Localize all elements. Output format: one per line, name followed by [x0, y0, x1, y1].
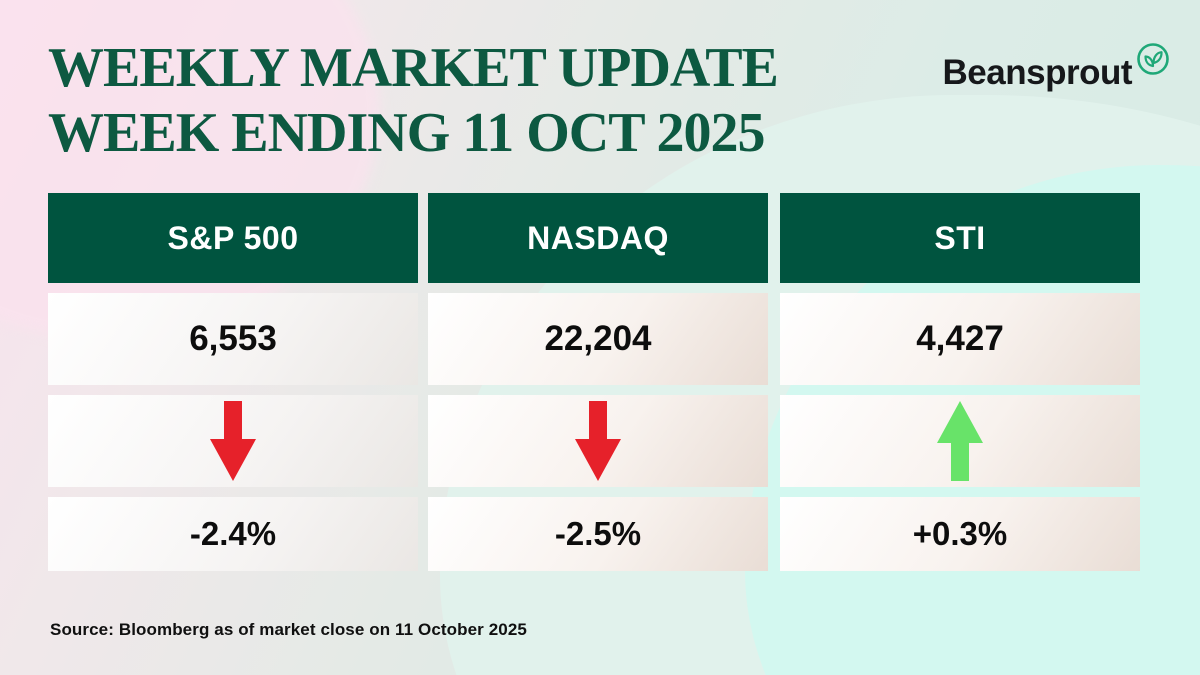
beansprout-logo: Beansprout	[942, 43, 1170, 94]
index-column-sti: STI 4,427 +0.3%	[780, 193, 1140, 571]
weekly-change-pct: +0.3%	[912, 515, 1008, 552]
index-value-cell: 22,204	[428, 293, 768, 385]
change-pct-cell: -2.5%	[428, 497, 768, 571]
change-arrow-cell	[428, 395, 768, 487]
index-close-value: 4,427	[916, 319, 1004, 358]
logo-text: Beansprout	[942, 53, 1133, 92]
index-header-cell: STI	[780, 193, 1140, 283]
index-column-sp500: S&P 500 6,553 -2.4%	[48, 193, 418, 571]
change-arrow-cell	[48, 395, 418, 487]
weekly-change-pct: -2.5%	[554, 515, 642, 552]
down-arrow-icon	[575, 401, 621, 481]
index-header-cell: S&P 500	[48, 193, 418, 283]
title-line-1: WEEKLY MARKET UPDATE	[48, 37, 779, 99]
change-arrow-cell	[780, 395, 1140, 487]
down-arrow-icon	[210, 401, 256, 481]
title-line-2: WEEK ENDING 11 OCT 2025	[48, 102, 766, 164]
page-title: WEEKLY MARKET UPDATE WEEK ENDING 11 OCT …	[48, 36, 779, 166]
source-attribution: Source: Bloomberg as of market close on …	[50, 620, 527, 639]
index-value-cell: 6,553	[48, 293, 418, 385]
index-name: S&P 500	[167, 219, 299, 256]
change-pct-cell: -2.4%	[48, 497, 418, 571]
index-close-value: 22,204	[544, 319, 652, 358]
index-header-cell: NASDAQ	[428, 193, 768, 283]
index-name: STI	[934, 219, 986, 256]
index-name: NASDAQ	[527, 219, 669, 256]
up-arrow-icon	[937, 401, 983, 481]
change-pct-cell: +0.3%	[780, 497, 1140, 571]
index-close-value: 6,553	[189, 319, 277, 358]
weekly-change-pct: -2.4%	[189, 515, 277, 552]
index-value-cell: 4,427	[780, 293, 1140, 385]
sprout-logo-icon	[1136, 42, 1170, 76]
index-column-nasdaq: NASDAQ 22,204 -2.5%	[428, 193, 768, 571]
